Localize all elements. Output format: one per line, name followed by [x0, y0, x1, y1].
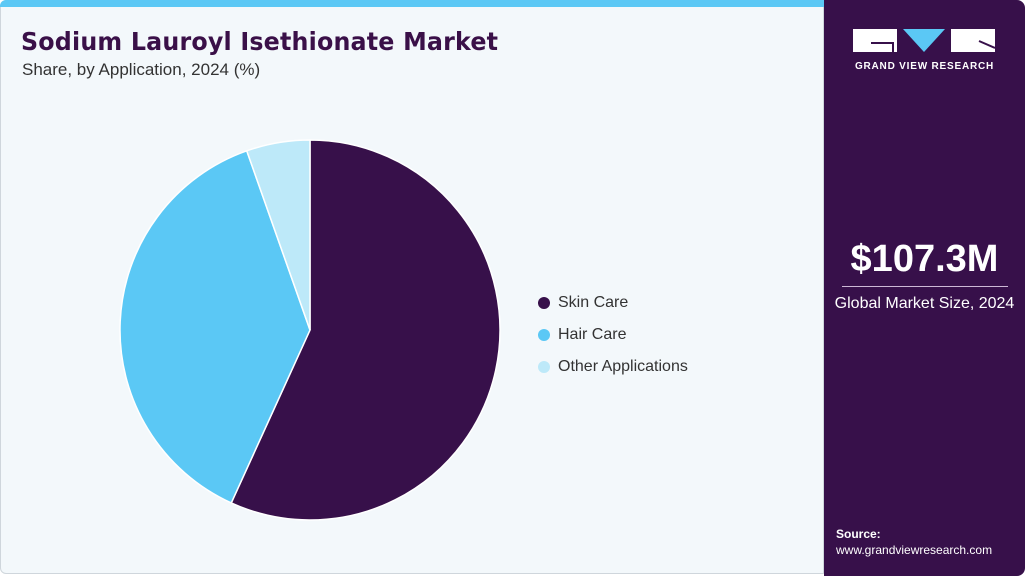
legend-item-hair-care: Hair Care — [538, 319, 688, 351]
legend: Skin Care Hair Care Other Applications — [538, 287, 688, 383]
sidebar: GRAND VIEW RESEARCH $107.3M Global Marke… — [824, 0, 1025, 576]
pie-chart — [119, 139, 501, 521]
accent-bar — [0, 0, 824, 7]
legend-item-skin-care: Skin Care — [538, 287, 688, 319]
legend-swatch — [538, 361, 550, 373]
source-label: Source: — [836, 527, 881, 541]
chart-title: Sodium Lauroyl Isethionate Market — [21, 27, 499, 56]
market-size-value: $107.3M — [850, 238, 999, 280]
legend-label: Skin Care — [558, 294, 629, 311]
legend-swatch — [538, 329, 550, 341]
legend-label: Hair Care — [558, 326, 627, 343]
pie-slice-other-applications — [245, 139, 311, 331]
logo-text: GRAND VIEW RESEARCH — [854, 61, 995, 72]
chart-subtitle: Share, by Application, 2024 (%) — [22, 60, 261, 79]
market-size-label: Global Market Size, 2024 — [834, 295, 1015, 312]
legend-swatch — [538, 297, 550, 309]
grand-view-research-logo — [853, 29, 995, 52]
legend-item-other-applications: Other Applications — [538, 351, 688, 383]
pie-slice-skin-care — [230, 139, 501, 521]
source-url[interactable]: www.grandviewresearch.com — [836, 543, 993, 557]
divider — [842, 286, 1008, 287]
legend-label: Other Applications — [558, 358, 688, 375]
source: Source: www.grandviewresearch.com — [836, 526, 992, 558]
pie-slice-hair-care — [119, 149, 311, 504]
